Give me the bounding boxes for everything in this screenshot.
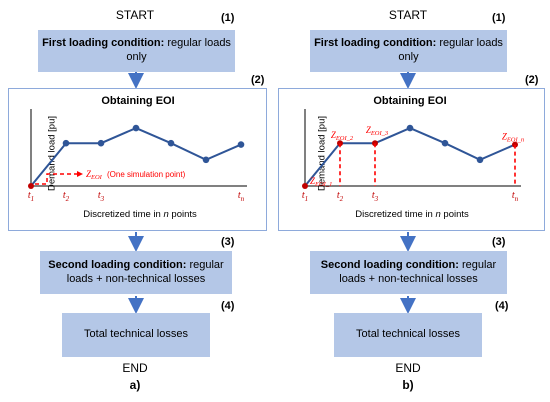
first-loading-box: First loading condition: regular loads o… [38, 30, 235, 72]
step-1-number: (1) [221, 12, 235, 24]
first-loading-text: regular loads only [398, 37, 503, 63]
x-axis-n: n [435, 209, 441, 220]
data-point [132, 124, 140, 132]
data-point [237, 141, 245, 148]
tick-tn: tn [512, 190, 519, 203]
x-axis-label: Discretized time in n points [55, 209, 225, 220]
data-point [97, 139, 105, 147]
step-4-number: (4) [495, 300, 509, 312]
data-point [62, 139, 70, 147]
end-label: END [395, 361, 421, 375]
second-loading-text: regular loads + non-technical losses [66, 258, 224, 285]
z-eoi-n-label: ZEOI_n [502, 132, 524, 144]
panel-b: START (1) First loading condition: regul… [275, 0, 550, 402]
technical-losses-box: Total technical losses [334, 313, 482, 357]
tick-tn: tn [238, 190, 245, 203]
chart-title: Obtaining EOI [101, 95, 175, 107]
x-axis-suffix: points [440, 209, 469, 220]
tick-t2: t2 [63, 190, 70, 203]
first-loading-text: regular loads only [126, 37, 231, 63]
step-4-number: (4) [221, 300, 235, 312]
x-axis-n: n [163, 209, 169, 220]
data-point [406, 124, 414, 132]
tick-t3: t3 [98, 190, 105, 203]
x-axis-label: Discretized time in n points [327, 209, 497, 220]
annotation-text: (One simulation point) [107, 170, 186, 179]
second-loading-box: Second loading condition: regular loads … [310, 251, 507, 294]
start-label: START [388, 8, 428, 22]
step-3-number: (3) [221, 236, 235, 248]
x-axis-prefix: Discretized time in [355, 209, 436, 220]
panel-a-caption: a) [129, 378, 141, 392]
eoi-frame [8, 88, 267, 231]
step-2-number: (2) [251, 74, 265, 86]
z-eoi-3-label: ZEOI_3 [366, 125, 389, 137]
chart-title: Obtaining EOI [373, 95, 447, 107]
data-point [167, 139, 175, 147]
eoi-frame [278, 88, 545, 231]
panel-b-caption: b) [402, 378, 414, 392]
z-eoi-label: ZEOI [86, 169, 103, 181]
second-loading-bold: Second loading condition: [320, 258, 459, 271]
annotation-leader [35, 173, 77, 185]
x-axis-suffix: points [168, 209, 197, 220]
data-point [476, 156, 484, 164]
second-loading-text: regular loads + non-technical losses [339, 258, 497, 285]
tick-t2: t2 [337, 190, 344, 203]
end-label: END [122, 361, 148, 375]
second-loading-bold: Second loading condition: [48, 258, 187, 271]
step-2-number: (2) [525, 74, 539, 86]
tick-t1: t1 [302, 190, 308, 203]
chart-a: t1 t2 t3 tn ZEOI (One simulation point) [28, 109, 247, 203]
annotation-arrowhead [77, 171, 83, 177]
first-loading-bold: First loading condition: [42, 37, 165, 50]
tick-t3: t3 [372, 190, 379, 203]
first-loading-box: First loading condition: regular loads o… [310, 30, 507, 72]
flow-arrows [128, 72, 144, 314]
step-1-number: (1) [492, 12, 506, 24]
data-point [28, 183, 34, 189]
tick-t1: t1 [28, 190, 34, 203]
data-point [202, 156, 210, 164]
step-3-number: (3) [492, 236, 506, 248]
flow-arrows [400, 72, 416, 314]
technical-losses-box: Total technical losses [62, 313, 210, 357]
z-eoi-2-label: ZEOI_2 [331, 130, 354, 142]
data-point [441, 139, 449, 147]
first-loading-bold: First loading condition: [314, 37, 437, 50]
data-point [302, 183, 308, 189]
panel-a: START (1) First loading condition: regul… [8, 8, 267, 392]
x-axis-prefix: Discretized time in [83, 209, 164, 220]
second-loading-box: Second loading condition: regular loads … [40, 251, 232, 294]
start-label: START [115, 8, 155, 22]
